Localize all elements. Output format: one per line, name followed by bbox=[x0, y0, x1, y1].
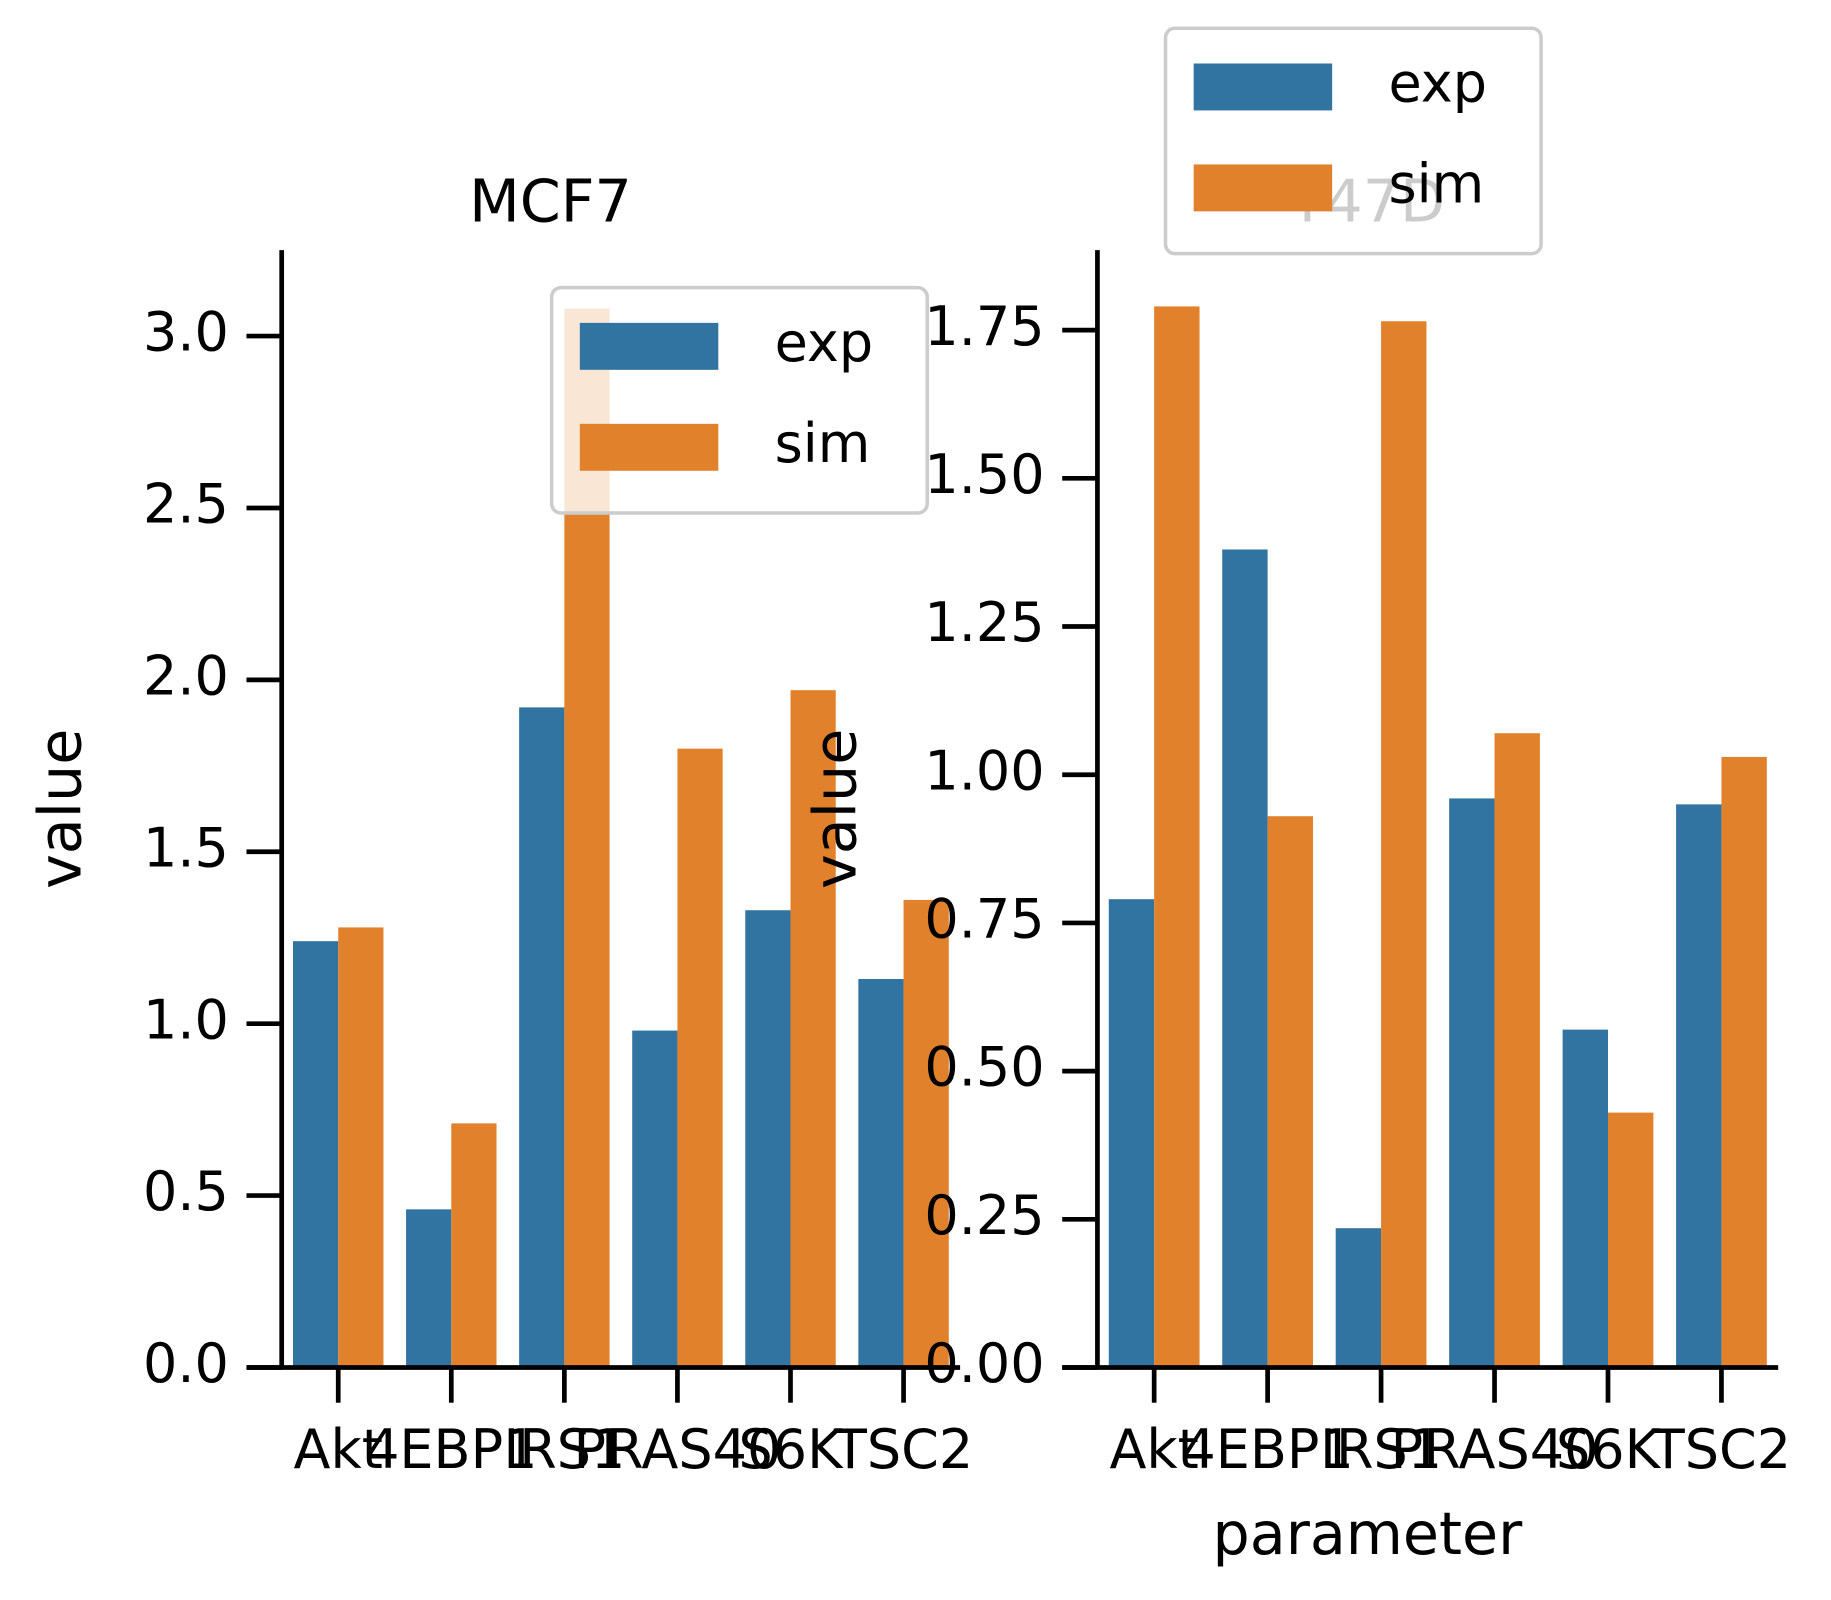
bar bbox=[519, 707, 565, 1368]
y-tick-label: 0.25 bbox=[924, 1184, 1044, 1247]
x-tick-label: PRAS40 bbox=[1391, 1418, 1599, 1481]
legend-swatch bbox=[1193, 164, 1333, 212]
y-tick-label: 1.25 bbox=[924, 591, 1044, 654]
legend-swatch bbox=[579, 322, 719, 370]
bar bbox=[1676, 804, 1722, 1368]
y-tick-label: 1.50 bbox=[924, 443, 1044, 506]
legend-label: sim bbox=[1389, 153, 1485, 216]
y-tick-label: 1.0 bbox=[143, 988, 229, 1051]
bar bbox=[1335, 1228, 1382, 1368]
legend-label: exp bbox=[1389, 52, 1487, 115]
bar bbox=[745, 910, 791, 1368]
legend-label: sim bbox=[775, 412, 871, 475]
bar bbox=[406, 1209, 452, 1368]
bar bbox=[1449, 798, 1495, 1368]
legend-swatch bbox=[579, 423, 719, 471]
bar bbox=[451, 1123, 497, 1368]
x-tick-label: IRS1 bbox=[503, 1418, 625, 1481]
x-tick-label: S6K bbox=[1556, 1418, 1662, 1481]
x-tick-label: Akt bbox=[1109, 1418, 1198, 1481]
chart-title: MCF7 bbox=[469, 168, 632, 236]
bar bbox=[1108, 899, 1155, 1368]
y-tick-label: 0.50 bbox=[924, 1036, 1044, 1099]
bar bbox=[1267, 816, 1313, 1368]
bar bbox=[292, 941, 339, 1368]
bar bbox=[1494, 733, 1540, 1368]
legend-label: exp bbox=[775, 311, 873, 374]
bar bbox=[1154, 306, 1200, 1368]
x-axis-label: parameter bbox=[1213, 1500, 1524, 1568]
y-tick-label: 2.0 bbox=[143, 645, 229, 708]
bar bbox=[1381, 321, 1427, 1368]
y-tick-label: 0.5 bbox=[143, 1160, 229, 1223]
bar bbox=[903, 899, 949, 1368]
y-tick-label: 0.75 bbox=[924, 888, 1044, 951]
y-tick-label: 1.5 bbox=[143, 816, 229, 879]
bar bbox=[632, 1030, 678, 1368]
bar bbox=[1562, 1029, 1608, 1368]
x-tick-label: TSC2 bbox=[1651, 1418, 1791, 1481]
x-tick-label: S6K bbox=[738, 1418, 844, 1481]
y-tick-label: 3.0 bbox=[143, 301, 229, 364]
y-axis-label: value bbox=[801, 729, 869, 889]
y-tick-label: 1.75 bbox=[924, 295, 1044, 358]
x-tick-label: IRS1 bbox=[1320, 1418, 1442, 1481]
bar bbox=[1607, 1112, 1654, 1368]
x-tick-label: 4EBP1 bbox=[1181, 1418, 1353, 1481]
bar bbox=[1222, 549, 1268, 1368]
bar bbox=[677, 748, 723, 1368]
bar bbox=[338, 927, 384, 1368]
x-tick-label: TSC2 bbox=[833, 1418, 973, 1481]
bar bbox=[1721, 756, 1767, 1368]
y-tick-label: 1.00 bbox=[924, 739, 1044, 802]
x-tick-label: Akt bbox=[294, 1418, 383, 1481]
y-tick-label: 0.00 bbox=[924, 1332, 1044, 1395]
y-axis-label: value bbox=[27, 729, 95, 889]
y-tick-label: 0.0 bbox=[143, 1332, 229, 1395]
bar bbox=[790, 690, 836, 1368]
x-tick-label: 4EBP1 bbox=[365, 1418, 537, 1481]
legend-swatch bbox=[1193, 63, 1333, 111]
bar bbox=[858, 978, 904, 1368]
y-tick-label: 2.5 bbox=[143, 473, 229, 536]
x-tick-label: PRAS40 bbox=[574, 1418, 782, 1481]
